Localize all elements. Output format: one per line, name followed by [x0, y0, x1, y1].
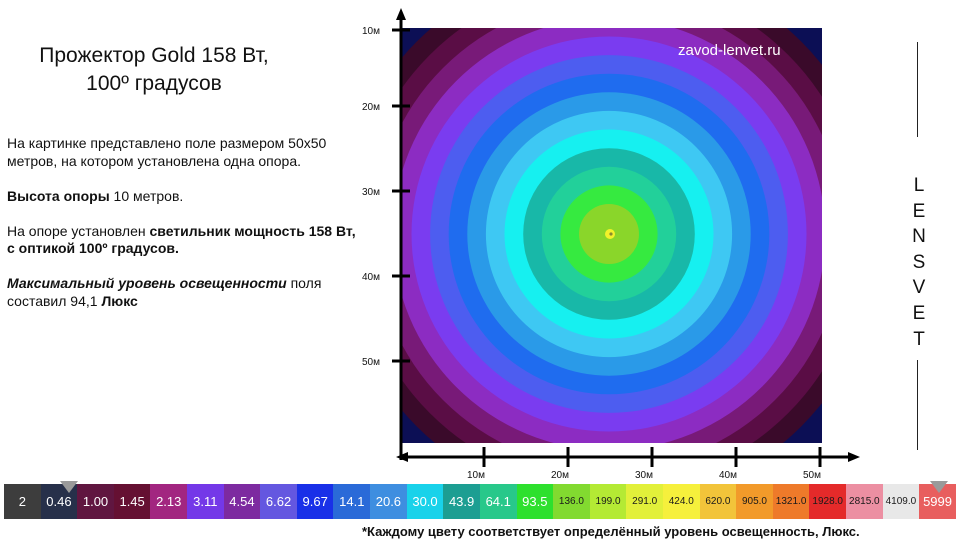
scale-cell: 620.0 — [699, 484, 737, 519]
illuminance-rings — [401, 28, 822, 443]
scale-cell: 199.0 — [589, 484, 627, 519]
scale-marker-right-icon[interactable] — [930, 481, 948, 493]
description-height: Высота опоры 10 метров. — [7, 188, 357, 206]
height-value: 10 метров. — [109, 187, 184, 204]
scale-cell: 136.0 — [553, 484, 590, 519]
y-tick-label: 10м — [362, 26, 380, 37]
description: На картинке представлено поле размером 5… — [7, 135, 357, 328]
scale-cell: 1928.0 — [809, 484, 847, 519]
scale-cell: 4109.0 — [882, 484, 920, 519]
x-tick-label: 20м — [551, 470, 569, 481]
brand-line-bottom — [917, 360, 918, 450]
x-tick-label: 30м — [635, 470, 653, 481]
scale-cell: 14.1 — [333, 484, 371, 519]
max-text: поля составил 94,1 — [7, 275, 322, 309]
scale-cell: 3.11 — [187, 484, 224, 519]
y-tick-label: 30м — [362, 187, 380, 198]
x-tick-label: 10м — [467, 470, 485, 481]
brand-letter: E — [912, 302, 926, 324]
y-tick-label: 20м — [362, 102, 380, 113]
watermark: zavod-lenvet.ru — [678, 42, 781, 59]
scale-cell: 43.9 — [443, 484, 480, 519]
scale-cell: 291.0 — [626, 484, 663, 519]
illuminance-scale: 2 0.46 1.00 1.45 2.13 3.11 4.54 6.62 9.67 14.1 20.… — [4, 484, 956, 519]
scale-cell: 6.62 — [260, 484, 297, 519]
brand-letter: V — [912, 277, 926, 299]
brand-letter: L — [913, 175, 925, 196]
description-field-size: На картинке представлено поле размером 5… — [7, 135, 327, 169]
brand-letter: E — [912, 200, 926, 222]
brand-letter: T — [913, 328, 925, 350]
scale-cell: 1321.0 — [772, 484, 810, 519]
lamp-prefix: На опоре установлен — [7, 222, 150, 239]
scale-cell: 20.6 — [370, 484, 407, 519]
pole-center-dot — [609, 232, 613, 236]
footnote: *Каждому цвету соответствует определённы… — [362, 524, 860, 539]
height-label: Высота опоры — [7, 187, 110, 204]
brand-letter: S — [912, 251, 926, 273]
scale-cell: 9.67 — [296, 484, 334, 519]
scale-cell: 1.00 — [77, 484, 114, 519]
scale-cell: 93.5 — [516, 484, 554, 519]
x-tick-label: 50м — [803, 470, 821, 481]
page-title: Прожектор Gold 158 Вт, 100º градусов — [8, 42, 300, 98]
scale-cell: 4.54 — [223, 484, 261, 519]
brand-line-top — [917, 42, 918, 137]
y-tick-label: 50м — [362, 357, 380, 368]
description-max: Максимальный уровень освещенности поля с… — [7, 275, 357, 310]
x-axis-left-arrow-icon — [396, 452, 408, 462]
scale-cell: 2 — [4, 484, 41, 519]
light-pole-marker — [605, 229, 615, 239]
y-axis-ticks: 10м 20м 30м 40м 50м — [362, 26, 410, 368]
scale-marker-left-icon[interactable] — [60, 481, 78, 493]
x-axis-arrow-icon — [848, 452, 860, 462]
scale-cell: 64.1 — [479, 484, 517, 519]
y-tick-label: 40м — [362, 272, 380, 283]
title-line-2: 100º градусов — [86, 72, 222, 95]
description-lamp: На опоре установлен светильник мощность … — [7, 223, 357, 258]
x-axis-ticks: 10м 20м 30м 40м 50м — [467, 447, 822, 481]
brand-letter: N — [912, 226, 926, 248]
lamp-bold: светильник мощность 158 Вт, с оптикой 10… — [7, 222, 356, 257]
scale-cell: 2815.0 — [846, 484, 883, 519]
y-axis-arrow-icon — [396, 8, 406, 20]
scale-cell: 30.0 — [406, 484, 444, 519]
title-line-1: Прожектор Gold 158 Вт, — [39, 44, 269, 67]
scale-cell: 1.45 — [113, 484, 151, 519]
x-tick-label: 40м — [719, 470, 737, 481]
scale-cell: 424.0 — [662, 484, 700, 519]
max-label: Максимальный уровень освещенности — [7, 275, 287, 291]
scale-cell: 2.13 — [150, 484, 188, 519]
scale-cell: 905.0 — [736, 484, 773, 519]
max-unit: Люкс — [101, 292, 138, 309]
